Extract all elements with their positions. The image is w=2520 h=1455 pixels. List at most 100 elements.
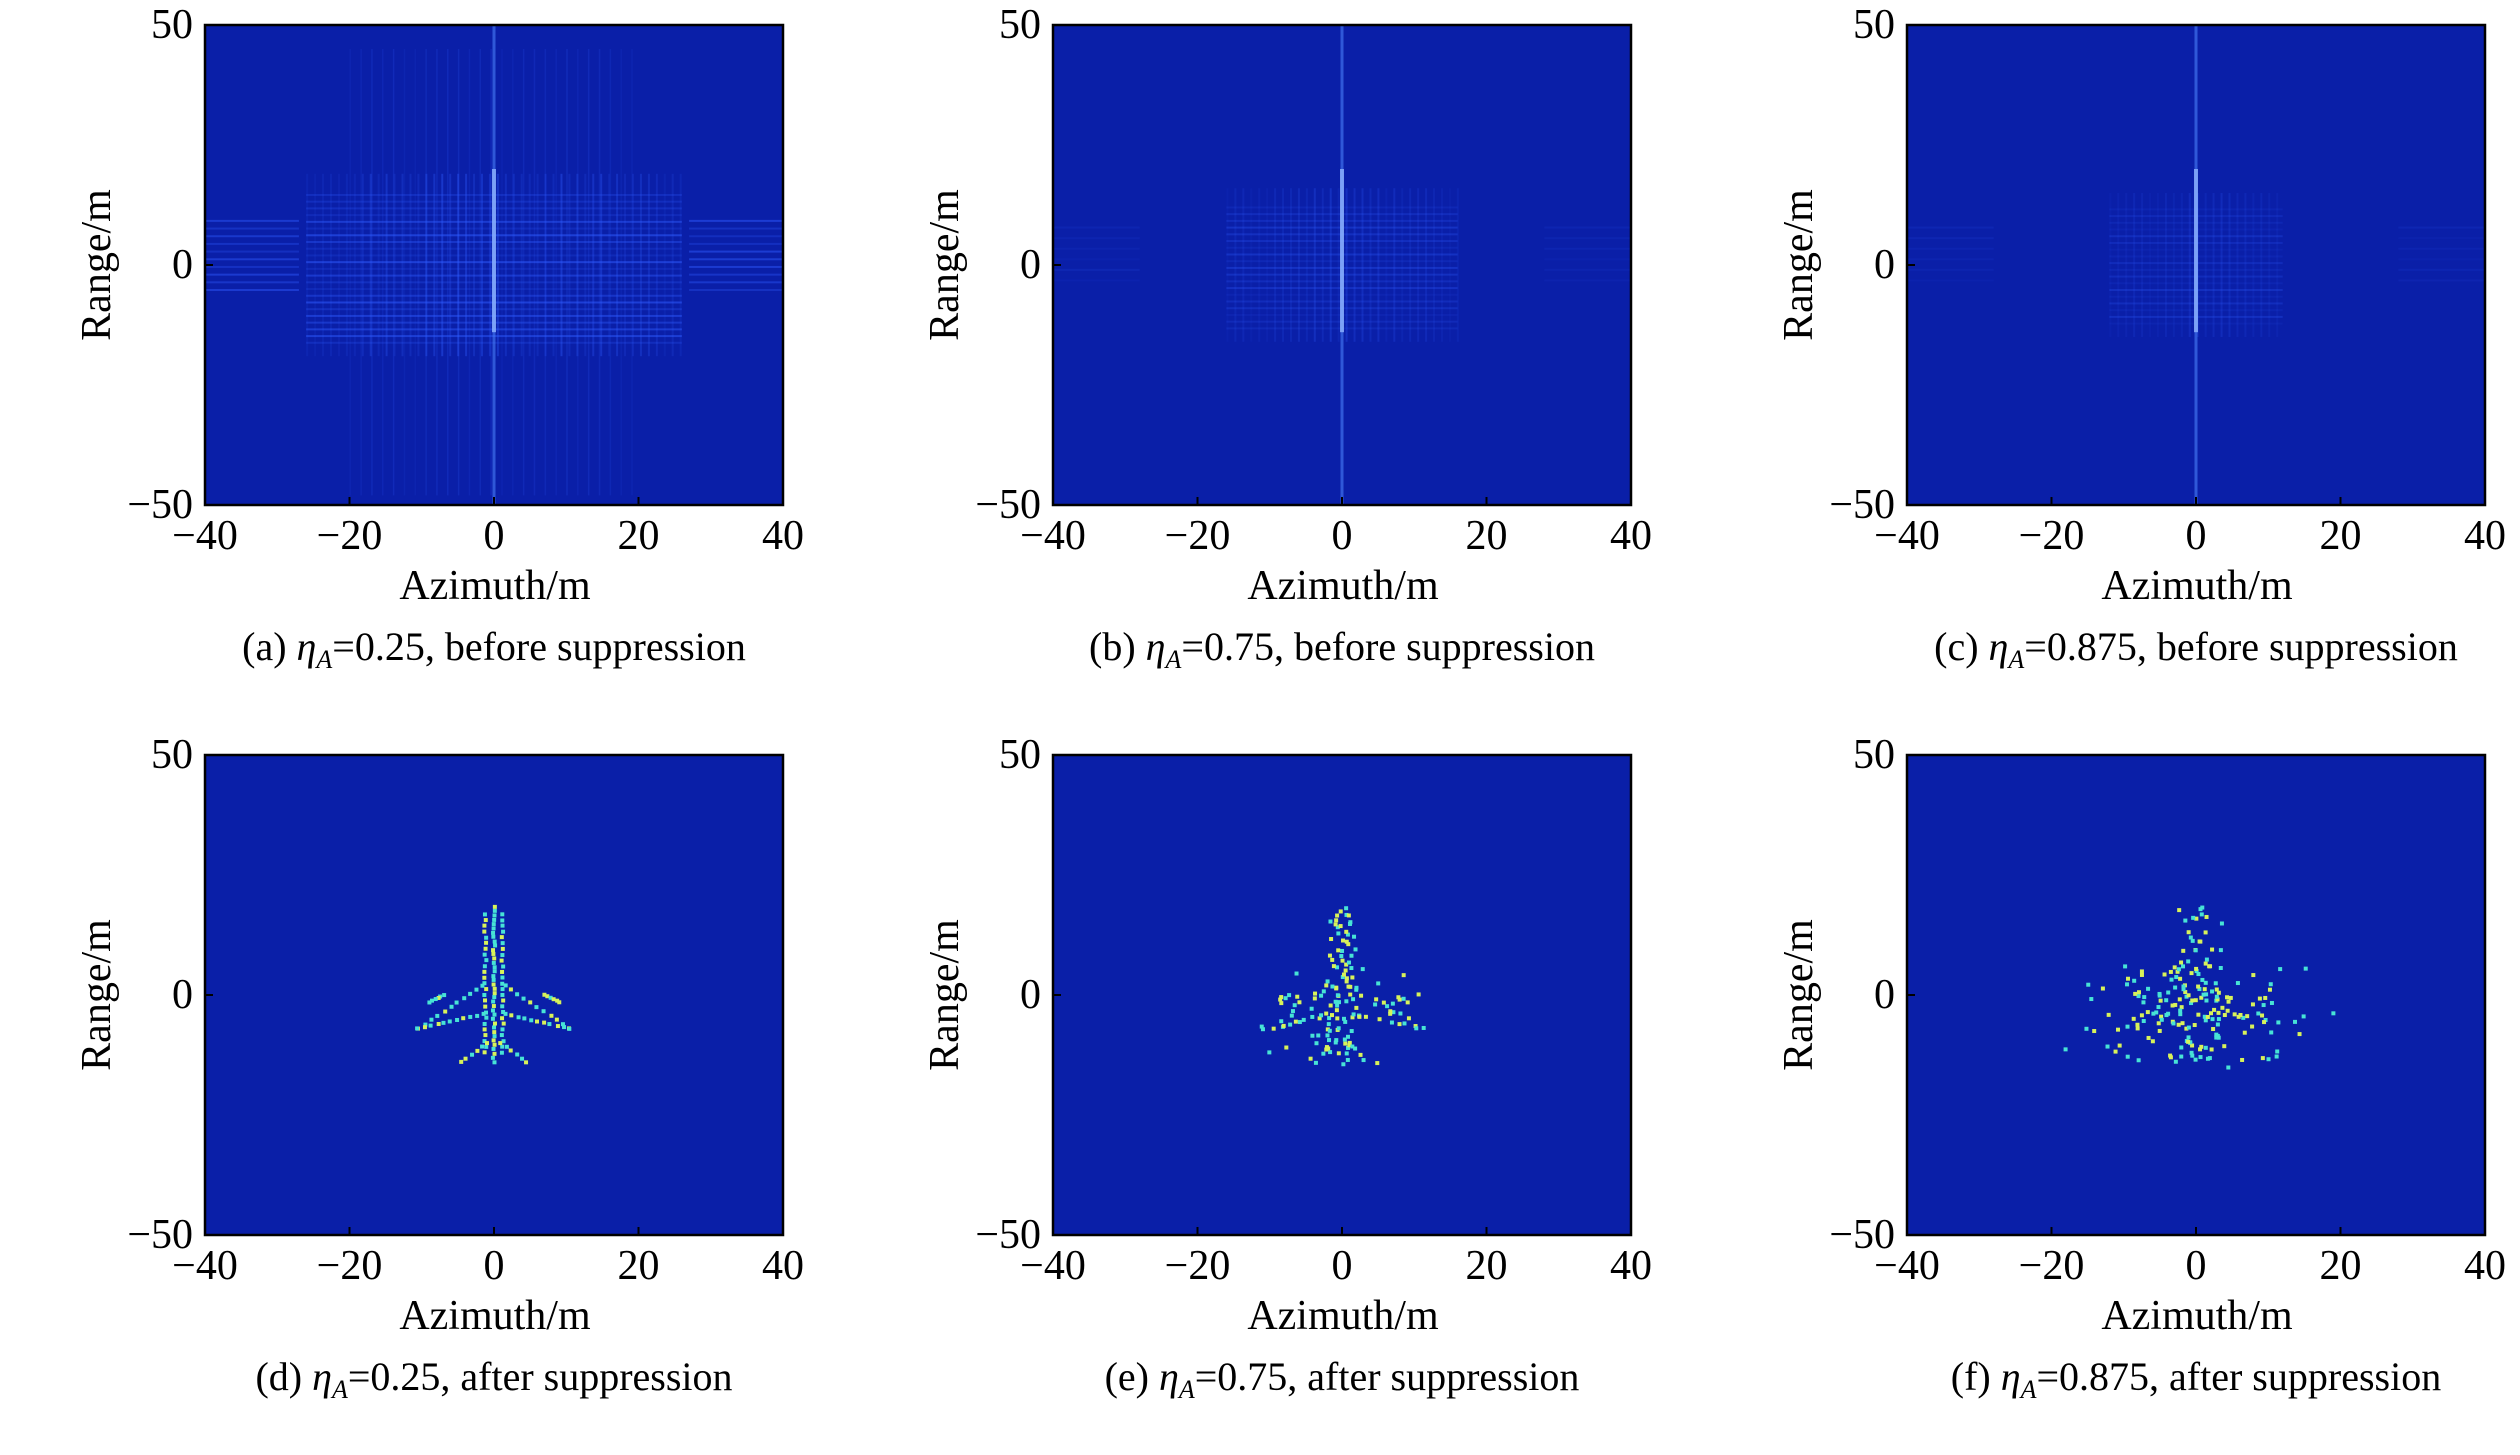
- sidelobe-streak: [1266, 188, 1269, 342]
- scatter-point: [560, 1022, 565, 1027]
- scatter-point: [545, 994, 550, 999]
- scatter-point: [500, 941, 505, 946]
- y-tick-label: 50: [151, 2, 193, 48]
- y-tick-label: 50: [151, 732, 193, 778]
- scatter-point: [1346, 960, 1351, 965]
- sidelobe-streak: [663, 173, 666, 357]
- scatter-point: [499, 1050, 504, 1055]
- sidelobe-streak: [1425, 188, 1428, 342]
- scatter-point: [482, 929, 487, 934]
- scatter-point: [1374, 997, 1379, 1002]
- scatter-point: [492, 965, 497, 970]
- heatmap-plot-e: [1051, 753, 1633, 1237]
- image-pixels: [1053, 25, 1631, 505]
- grating-lobe: [205, 227, 299, 230]
- scatter-point: [1401, 996, 1406, 1001]
- scatter-point: [1333, 1040, 1338, 1045]
- y-axis-label: Range/m: [922, 919, 968, 1071]
- scatter-point: [2218, 966, 2223, 971]
- scatter-point: [1340, 958, 1345, 963]
- scatter-point: [2216, 1017, 2221, 1022]
- scatter-point: [2156, 1005, 2161, 1010]
- sidelobe-streak: [608, 173, 611, 357]
- scatter-point: [524, 1060, 529, 1065]
- scatter-point: [491, 1046, 496, 1051]
- sidelobe-streak: [353, 173, 356, 357]
- scatter-point: [1413, 1024, 1418, 1029]
- scatter-point: [2293, 1019, 2298, 1024]
- sidelobe-streak: [2133, 193, 2136, 337]
- scatter-point: [2136, 994, 2141, 999]
- sidelobe-streak: [520, 173, 523, 357]
- scatter-point: [2186, 959, 2191, 964]
- scatter-point: [482, 952, 487, 957]
- scatter-point: [491, 974, 496, 979]
- scatter-point: [1348, 920, 1353, 925]
- scatter-point: [2176, 967, 2181, 972]
- sidelobe-streak: [1448, 188, 1451, 342]
- scatter-point: [491, 922, 496, 927]
- scatter-point: [482, 1039, 487, 1044]
- scatter-point: [2226, 999, 2231, 1004]
- scatter-point: [500, 953, 505, 958]
- caption-text: =0.25, before suppression: [332, 624, 746, 669]
- scatter-point: [2194, 969, 2199, 974]
- scatter-point: [1338, 924, 1343, 929]
- scatter-point: [1327, 1016, 1332, 1021]
- scatter-point: [2297, 1032, 2302, 1037]
- scatter-point: [1349, 966, 1354, 971]
- scatter-point: [1373, 1002, 1378, 1007]
- scatter-point: [482, 964, 487, 969]
- panel-b: −40 −20 0 20 40 50 0 −50 Azimuth/m Range/m (b) ηA=…: [922, 4, 1833, 725]
- scatter-point: [1346, 942, 1351, 947]
- scatter-point: [1391, 1010, 1396, 1015]
- scatter-point: [484, 1010, 489, 1015]
- scatter-point: [509, 1013, 514, 1018]
- grating-lobe: [1544, 279, 1631, 282]
- sidelobe-streak: [2172, 193, 2175, 337]
- scatter-point: [2215, 1022, 2220, 1027]
- scatter-point: [554, 1017, 559, 1022]
- scatter-point: [491, 999, 496, 1004]
- sidelobe-streak: [314, 173, 317, 357]
- scatter-point: [2166, 990, 2171, 995]
- scatter-point: [2125, 1054, 2130, 1059]
- scatter-point: [1354, 987, 1359, 992]
- scatter-point: [500, 1016, 505, 1021]
- caption-eta-subscript: A: [316, 645, 333, 674]
- scatter-point: [1344, 962, 1349, 967]
- scatter-point: [480, 983, 485, 988]
- scatter-point: [2222, 1013, 2227, 1018]
- sidelobe-streak: [568, 173, 571, 357]
- scatter-point: [1385, 1004, 1390, 1009]
- x-tick-label: −40: [172, 1243, 238, 1289]
- scatter-point: [501, 929, 506, 934]
- image-pixels: [1259, 906, 1426, 1067]
- scatter-point: [1319, 993, 1324, 998]
- scatter-point: [483, 998, 488, 1003]
- sidelobe-streak: [337, 173, 340, 357]
- scatter-point: [1353, 947, 1358, 952]
- sidelobe-streak: [441, 173, 444, 357]
- scatter-point: [2193, 998, 2198, 1003]
- scatter-point: [542, 1020, 547, 1025]
- x-tick-label: 0: [1331, 1243, 1353, 1289]
- sidelobe-streak: [496, 173, 499, 357]
- scatter-point: [1397, 1022, 1402, 1027]
- scatter-point: [1335, 913, 1340, 918]
- scatter-point: [2180, 1021, 2185, 1026]
- scatter-point: [2181, 948, 2186, 953]
- scatter-point: [2203, 1045, 2208, 1050]
- scatter-point: [462, 996, 467, 1001]
- heatmap-plot-f: [1905, 753, 2487, 1237]
- x-tick-label: 20: [1465, 513, 1508, 559]
- scatter-point: [1346, 1034, 1351, 1039]
- sidelobe-streak: [2276, 193, 2279, 337]
- scatter-point: [468, 991, 473, 996]
- scatter-point: [555, 1024, 560, 1029]
- caption-eta-symbol: η: [296, 624, 317, 669]
- scatter-point: [2263, 1017, 2268, 1022]
- scatter-point: [1344, 976, 1349, 981]
- scatter-point: [449, 1004, 454, 1009]
- y-tick-label: 50: [999, 2, 1041, 48]
